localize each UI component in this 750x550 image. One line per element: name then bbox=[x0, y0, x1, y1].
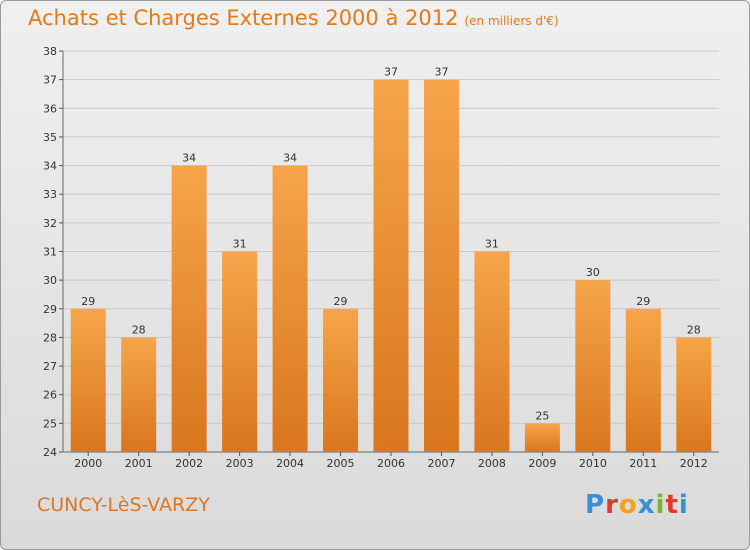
x-tick-label: 2005 bbox=[327, 457, 355, 470]
y-tick-label: 33 bbox=[43, 188, 57, 201]
bar bbox=[575, 280, 611, 452]
data-labels: 29 28 34 31 34 29 37 37 31 25 30 29 28 bbox=[81, 66, 701, 423]
y-tick-label: 31 bbox=[43, 246, 57, 259]
y-tick-label: 30 bbox=[43, 274, 57, 287]
x-tick-label: 2004 bbox=[276, 457, 304, 470]
x-tick-label: 2012 bbox=[680, 457, 708, 470]
x-tick-label: 2003 bbox=[226, 457, 254, 470]
x-tick-labels: 2000 2001 2002 2003 2004 2005 2006 2007 2008 2009… bbox=[74, 457, 708, 470]
data-label: 29 bbox=[81, 295, 95, 308]
logo-letter: i bbox=[655, 490, 666, 520]
chart-title-text: Achats et Charges Externes 2000 à 2012 bbox=[28, 6, 459, 30]
bar bbox=[524, 423, 560, 452]
data-label: 31 bbox=[233, 238, 247, 251]
data-label: 29 bbox=[334, 295, 348, 308]
y-tick-label: 28 bbox=[43, 331, 57, 344]
y-tick-label: 37 bbox=[43, 74, 57, 87]
y-tick-labels: 24 25 26 27 28 29 30 31 32 33 34 35 36 37 38 bbox=[43, 45, 57, 459]
bar bbox=[676, 337, 712, 452]
y-tick-label: 38 bbox=[43, 45, 57, 58]
data-label: 29 bbox=[636, 295, 650, 308]
x-tick-label: 2001 bbox=[125, 457, 153, 470]
y-tick-label: 36 bbox=[43, 102, 57, 115]
data-label: 31 bbox=[485, 238, 499, 251]
chart-title: Achats et Charges Externes 2000 à 2012 (e… bbox=[28, 6, 559, 30]
y-tick-label: 26 bbox=[43, 389, 57, 402]
bar bbox=[474, 251, 510, 452]
bar bbox=[423, 79, 459, 453]
bars bbox=[70, 79, 712, 453]
y-tick-label: 32 bbox=[43, 217, 57, 230]
chart-subtitle: (en milliers d'€) bbox=[464, 14, 559, 28]
y-tick-label: 25 bbox=[43, 417, 57, 430]
logo-letter: r bbox=[605, 490, 619, 520]
y-tick-label: 35 bbox=[43, 131, 57, 144]
y-tick-label: 27 bbox=[43, 360, 57, 373]
data-label: 28 bbox=[132, 323, 146, 336]
bar bbox=[222, 251, 258, 452]
town-name: CUNCY-LèS-VARZY bbox=[37, 494, 210, 516]
bar bbox=[70, 308, 106, 452]
x-tick-label: 2008 bbox=[478, 457, 506, 470]
data-label: 25 bbox=[535, 409, 549, 422]
x-tick-label: 2009 bbox=[528, 457, 556, 470]
logo-letter: P bbox=[585, 490, 606, 520]
x-tick-label: 2007 bbox=[427, 457, 455, 470]
x-tick-label: 2006 bbox=[377, 457, 405, 470]
bar bbox=[272, 165, 308, 453]
y-tick-label: 24 bbox=[43, 446, 57, 459]
bar bbox=[625, 308, 661, 452]
x-tick-label: 2002 bbox=[175, 457, 203, 470]
logo-letter: i bbox=[678, 490, 689, 520]
logo-letter: t bbox=[665, 490, 679, 520]
y-tick-label: 29 bbox=[43, 303, 57, 316]
data-label: 34 bbox=[283, 152, 297, 165]
logo-letter: o bbox=[618, 490, 638, 520]
bar bbox=[171, 165, 207, 453]
bar bbox=[373, 79, 409, 453]
data-label: 37 bbox=[434, 66, 448, 79]
x-tick-label: 2011 bbox=[629, 457, 657, 470]
data-label: 30 bbox=[586, 266, 600, 279]
logo-letter: x bbox=[637, 490, 656, 520]
bar bbox=[121, 337, 157, 452]
data-label: 28 bbox=[687, 323, 701, 336]
proxiti-logo[interactable]: Proxiti bbox=[585, 490, 689, 520]
x-tick-label: 2010 bbox=[579, 457, 607, 470]
bar bbox=[323, 308, 359, 452]
x-tick-label: 2000 bbox=[74, 457, 102, 470]
data-label: 34 bbox=[182, 152, 196, 165]
data-label: 37 bbox=[384, 66, 398, 79]
y-tick-label: 34 bbox=[43, 160, 57, 173]
